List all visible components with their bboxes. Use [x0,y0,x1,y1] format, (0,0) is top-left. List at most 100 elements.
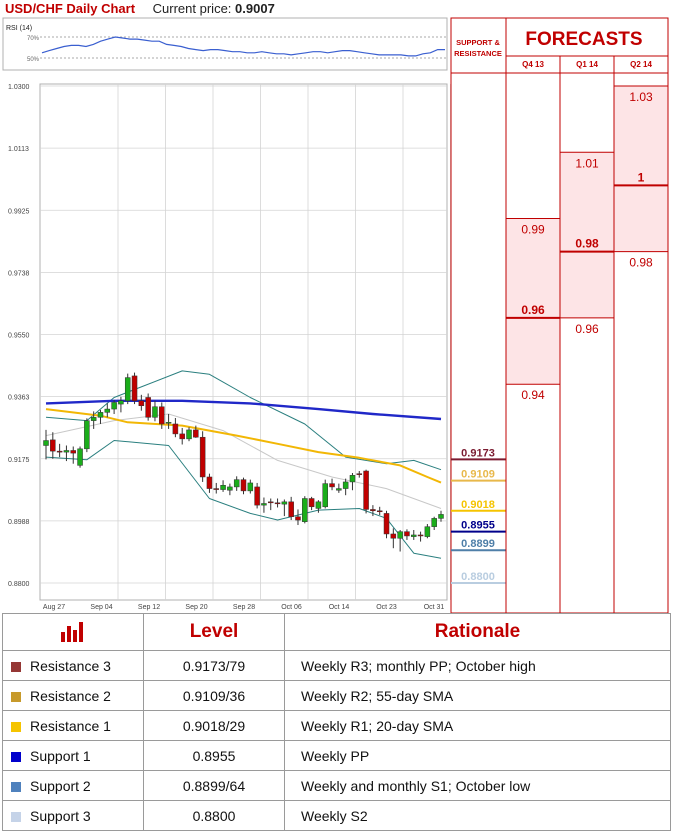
candle-body [247,482,254,492]
candle [261,497,267,513]
candle-body [138,400,145,406]
level-color-swatch [11,661,21,672]
forecast-main-value: 0.96 [521,303,545,317]
candle [186,427,192,442]
level-color-swatch [11,691,21,702]
rationale-header: Rationale [284,613,671,651]
candle-body [240,479,247,492]
candle-body [431,518,437,527]
candle [281,499,288,517]
candle-body [159,406,165,425]
candle-body [322,483,328,508]
candle-body [77,448,83,466]
candle-body [281,501,288,505]
x-tick-label: Sep 04 [90,604,112,611]
candle-body [56,450,63,453]
candle [254,482,260,509]
level-color-swatch [11,811,21,822]
candle [179,427,185,445]
candle-body [220,485,226,490]
candle-body [70,450,76,454]
candle-body [370,509,376,512]
candle [247,479,254,494]
candle-body [329,483,335,488]
x-tick-label: Oct 06 [281,604,302,611]
price-label: Current price: [152,1,232,16]
forecast-main-value: 0.98 [575,237,599,251]
candle [383,510,390,539]
candle-body [390,533,397,539]
candle-body [342,481,349,489]
candle-body [424,526,431,537]
candle [50,432,56,459]
candle [438,510,444,522]
candle [302,496,308,524]
candle-body [124,377,131,402]
candle-body [302,498,308,522]
candle [145,393,151,421]
level-rationale: Weekly PP [284,740,671,771]
x-tick-label: Oct 23 [376,604,397,611]
candle-body [50,439,56,452]
candle [424,524,431,539]
candle-body [131,375,138,402]
candle-body [199,436,206,478]
y-tick-label: 0.9738 [8,270,30,277]
sr-level-label: 0.9109 [461,469,495,481]
candle-body [349,475,356,483]
candle-body [152,406,158,418]
y-tick-label: 1.0300 [8,84,30,91]
y-tick-label: 0.8800 [8,581,30,588]
forecast-value: 0.96 [575,322,599,336]
candle-body [254,486,260,506]
y-tick-label: 0.8988 [8,519,30,526]
level-color-swatch [11,781,21,792]
candle-body [315,501,322,509]
candle-body [118,400,124,405]
candle-body [145,397,151,418]
candle [342,478,349,496]
candle [220,480,226,492]
level-value: 0.8955 [143,740,285,771]
forecast-range-band [560,152,614,318]
candle-body [295,516,301,521]
sma20-line [45,408,442,484]
candle [363,469,369,514]
x-tick-label: Aug 27 [43,604,65,611]
candle [193,425,199,438]
candle [356,471,363,478]
x-tick-label: Sep 20 [185,604,207,611]
candle [124,373,131,405]
level-value: 0.9109/36 [143,680,285,711]
table-row: Support 3 0.8800 Weekly S2 [2,800,671,831]
candle [97,410,104,424]
level-name-cell: Support 2 [2,770,144,801]
sr-level-label: 0.9173 [461,447,495,459]
table-row: Resistance 1 0.9018/29 Weekly R1; 20-day S… [2,710,671,741]
level-rationale: Weekly R1; 20-day SMA [284,710,671,741]
candle [397,529,403,552]
candle [390,528,397,549]
rsi-tick-70: 70% [27,36,40,42]
candle [404,529,410,540]
y-tick-label: 0.9550 [8,333,30,340]
level-rationale: Weekly R3; monthly PP; October high [284,650,671,681]
level-color-swatch [11,721,21,732]
candle [376,506,383,516]
candle [77,446,83,468]
rsi-line [41,36,445,57]
candle-body [172,423,179,435]
candle-body [90,417,97,421]
sr-title-2: RESISTANCE [454,49,502,58]
candle [240,477,247,495]
candle-body [288,501,294,517]
forecast-value: 0.98 [629,256,653,270]
rsi-panel [2,17,448,71]
level-name: Resistance 2 [30,687,111,704]
candle-body [84,420,90,450]
candle-body [206,476,213,489]
candle [308,496,315,511]
forecast-value: 0.94 [521,388,545,402]
level-value: 0.9018/29 [143,710,285,741]
rsi-tick-50: 50% [27,57,40,63]
